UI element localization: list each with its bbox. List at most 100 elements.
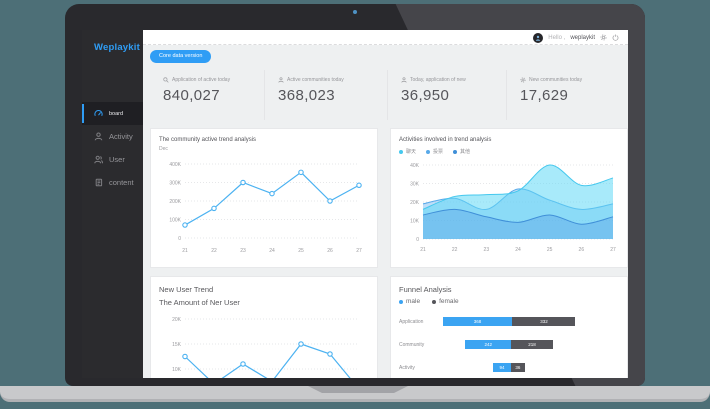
chart-title: Funnel Analysis bbox=[399, 285, 452, 294]
person-icon bbox=[278, 77, 284, 83]
chart-legend: 聊天 投票 其他 bbox=[399, 148, 619, 155]
svg-text:25: 25 bbox=[298, 248, 304, 254]
community-trend-line-chart: 400K 300K 200K 100K 021 22 23 24 25 26 27 bbox=[169, 162, 362, 254]
legend-item-female[interactable]: female bbox=[432, 298, 459, 305]
stat-value: 17,629 bbox=[520, 87, 569, 104]
legend-dot bbox=[453, 149, 458, 154]
funnel-row-label: Application bbox=[399, 319, 424, 325]
user-cluster: Hello , weplaykit bbox=[533, 30, 619, 45]
funnel-bar-male: 242 bbox=[465, 340, 512, 349]
legend-label: 投票 bbox=[433, 149, 444, 155]
funnel-row-application: Application 368 332 bbox=[399, 317, 619, 326]
funnel-bar-female: 332 bbox=[512, 317, 576, 326]
stat-application-active: Application of active today 840,027 bbox=[150, 70, 264, 120]
sidebar-item-user[interactable]: User bbox=[82, 148, 143, 171]
chart-subtitle: The Amount of Ner User bbox=[159, 298, 240, 307]
svg-text:26: 26 bbox=[327, 248, 333, 254]
new-user-trend-card: New User Trend The Amount of Ner User 20… bbox=[150, 276, 378, 378]
chart-legend: male female bbox=[399, 298, 619, 305]
sidebar-item-label: Activity bbox=[109, 132, 133, 141]
community-trend-card: The community active trend analysis Dec … bbox=[150, 128, 378, 268]
stat-value: 36,950 bbox=[401, 87, 450, 104]
legend-dot bbox=[399, 149, 403, 154]
stat-label: New communities today bbox=[529, 77, 583, 83]
person-icon bbox=[401, 77, 407, 83]
gear-icon bbox=[520, 77, 526, 83]
avatar[interactable] bbox=[533, 32, 544, 43]
legend-item-male[interactable]: male bbox=[399, 298, 420, 305]
laptop-base-notch bbox=[308, 386, 408, 393]
svg-text:23: 23 bbox=[484, 247, 490, 253]
app-logo: Weplaykit bbox=[94, 42, 140, 53]
dashboard-content: Core data version Application of active … bbox=[143, 45, 628, 378]
sidebar-item-activity[interactable]: Activity bbox=[82, 125, 143, 148]
webcam-icon bbox=[353, 10, 357, 14]
gear-icon[interactable] bbox=[600, 34, 607, 41]
legend-item[interactable]: 其他 bbox=[453, 148, 470, 155]
legend-label: male bbox=[406, 298, 421, 305]
sidebar-item-label: content bbox=[109, 178, 134, 187]
funnel-bar-female: 218 bbox=[511, 340, 553, 349]
svg-text:40K: 40K bbox=[410, 163, 420, 169]
legend-item[interactable]: 聊天 bbox=[399, 148, 416, 155]
funnel-row-activity: Activity 94 36 bbox=[399, 363, 619, 372]
svg-text:26: 26 bbox=[579, 247, 585, 253]
funnel-bars: 242 218 bbox=[429, 340, 589, 349]
core-data-version-button[interactable]: Core data version bbox=[150, 50, 212, 63]
person-icon bbox=[536, 35, 541, 41]
funnel-bars: 368 332 bbox=[429, 317, 589, 326]
svg-text:21: 21 bbox=[420, 247, 426, 253]
svg-text:23: 23 bbox=[240, 248, 246, 254]
legend-label: 其他 bbox=[460, 149, 471, 155]
svg-text:27: 27 bbox=[356, 248, 362, 254]
activities-trend-card: Activities involved in trend analysis 聊天… bbox=[390, 128, 628, 268]
svg-text:22: 22 bbox=[452, 247, 458, 253]
chart-title: Activities involved in trend analysis bbox=[399, 137, 492, 143]
svg-text:24: 24 bbox=[269, 248, 275, 254]
stat-label-row: Today, application of new bbox=[401, 77, 506, 83]
dashboard-screen: Weplaykit board Activity bbox=[82, 30, 628, 378]
stat-active-communities: Active communities today 368,023 bbox=[264, 70, 387, 120]
activities-area-chart: 40K 30K 20K 10K 021 22 23 24 25 26 27 bbox=[410, 163, 616, 253]
svg-text:0: 0 bbox=[178, 236, 181, 242]
svg-text:200K: 200K bbox=[169, 199, 181, 205]
stat-label: Application of active today bbox=[172, 77, 231, 83]
stat-label-row: Active communities today bbox=[278, 77, 387, 83]
chart-title: The community active trend analysis bbox=[159, 137, 257, 143]
svg-text:10K: 10K bbox=[172, 367, 182, 373]
legend-item[interactable]: 投票 bbox=[426, 148, 443, 155]
new-user-line-chart: 20K 15K 10K bbox=[172, 317, 359, 378]
sidebar-item-content[interactable]: content bbox=[82, 171, 143, 194]
legend-dot bbox=[399, 299, 403, 304]
legend-label: female bbox=[439, 298, 459, 305]
svg-text:20K: 20K bbox=[410, 200, 420, 206]
sidebar-item-board[interactable]: board bbox=[82, 102, 143, 125]
svg-text:27: 27 bbox=[610, 247, 616, 253]
svg-text:30K: 30K bbox=[410, 182, 420, 188]
svg-text:21: 21 bbox=[182, 248, 188, 254]
funnel-row-label: Activity bbox=[399, 365, 415, 371]
funnel-bar-male: 368 bbox=[442, 317, 513, 326]
stat-label: Active communities today bbox=[287, 77, 344, 83]
svg-text:24: 24 bbox=[515, 247, 521, 253]
sidebar-item-label: board bbox=[109, 110, 124, 117]
stats-row: Application of active today 840,027 Acti… bbox=[150, 70, 628, 120]
power-icon[interactable] bbox=[612, 34, 619, 41]
funnel-bars: 94 36 bbox=[429, 363, 589, 372]
svg-text:10K: 10K bbox=[410, 219, 420, 225]
chart-subtitle: Dec bbox=[159, 146, 168, 152]
laptop-base bbox=[0, 386, 710, 402]
funnel-bar-female: 36 bbox=[510, 363, 525, 372]
sidebar-item-label: User bbox=[109, 155, 125, 164]
search-icon bbox=[163, 77, 169, 83]
legend-dot bbox=[432, 299, 437, 304]
svg-text:20K: 20K bbox=[172, 317, 182, 323]
person-icon bbox=[94, 132, 103, 141]
funnel-row-community: Community 242 218 bbox=[399, 340, 619, 349]
stat-value: 840,027 bbox=[163, 87, 221, 104]
funnel-bar-male: 94 bbox=[493, 363, 511, 372]
legend-dot bbox=[426, 149, 431, 154]
legend-label: 聊天 bbox=[406, 149, 417, 155]
laptop-bezel: Weplaykit board Activity bbox=[65, 4, 645, 386]
